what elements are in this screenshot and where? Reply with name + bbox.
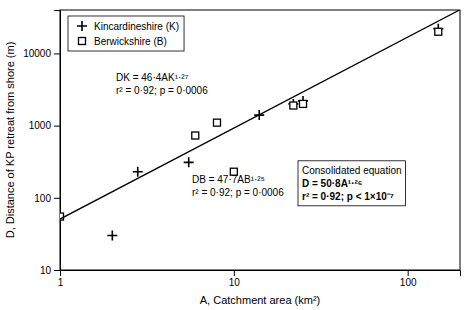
- annotation-text: D = 50·8A¹·²⁶: [302, 178, 362, 189]
- tick-label: 10: [40, 265, 52, 276]
- annotation: DK = 46·4AK¹·²⁷ r² = 0·92; p = 0·0006: [116, 72, 208, 96]
- annotation-box: [298, 161, 406, 206]
- legend-symbol: [79, 38, 86, 45]
- legend-item: Kincardineshire (K): [77, 21, 179, 32]
- tick-mark: [54, 198, 60, 199]
- annotation-text: r² = 0·92; p < 1×10⁻⁷: [302, 191, 394, 202]
- legend-frame: [68, 16, 184, 51]
- tick: 10: [40, 265, 60, 276]
- tick-label: 100: [400, 277, 417, 288]
- annotation-text: r² = 0·92; p = 0·0006: [116, 85, 208, 96]
- y-axis: 10 100 1000 10000: [23, 11, 60, 276]
- legend-label: Kincardineshire (K): [94, 21, 179, 32]
- tick: 1: [58, 270, 64, 288]
- annotation-text: r² = 0·92; p = 0·0006: [192, 187, 284, 198]
- y-axis-title: D, Distance of KP retreat from shore (m): [4, 42, 16, 239]
- plot-frame: [60, 10, 460, 270]
- point: [184, 157, 194, 167]
- tick-mark: [408, 270, 409, 276]
- point: [133, 167, 143, 177]
- annotation: Consolidated equation D = 50·8A¹·²⁶ r² = 0…: [298, 161, 406, 206]
- legend-label: Berwickshire (B): [94, 36, 167, 47]
- tick-label: 10000: [23, 48, 51, 59]
- tick: 10000: [23, 48, 60, 59]
- tick: 10: [229, 270, 241, 288]
- tick-label: 10: [229, 277, 241, 288]
- point: [300, 100, 307, 107]
- tick-mark: [54, 126, 60, 127]
- tick-label: 1000: [29, 120, 52, 131]
- annotation-text: Consolidated equation: [302, 165, 402, 176]
- x-axis: 1 10 100: [58, 270, 461, 288]
- annotation-text: DB = 47·7AB¹·²⁵: [192, 174, 265, 185]
- axis-line: [54, 11, 61, 271]
- tick-label: 100: [34, 193, 51, 204]
- legend-item: Berwickshire (B): [79, 36, 167, 47]
- data-marks: [60, 10, 460, 241]
- point: [107, 231, 117, 241]
- point: [435, 28, 442, 35]
- fit-line: [60, 10, 460, 219]
- tick-label: 1: [58, 277, 64, 288]
- point: [213, 119, 220, 126]
- point: [192, 132, 199, 139]
- tick-mark: [54, 270, 60, 271]
- chart: 1 10 100 10 100 1000 10000 Kincardineshire (K) B…: [0, 0, 474, 310]
- legend-symbol: [77, 21, 87, 31]
- annotation-text: DK = 46·4AK¹·²⁷: [116, 72, 189, 83]
- tick: 100: [34, 193, 60, 204]
- axis-line: [61, 271, 461, 277]
- x-axis-title: A, Catchment area (km²): [200, 294, 320, 306]
- point: [288, 99, 298, 109]
- tick-mark: [234, 270, 235, 276]
- tick-mark: [54, 53, 60, 54]
- plot-area: 1 10 100 10 100 1000 10000 Kincardineshire (K) B…: [23, 10, 460, 288]
- tick: 1000: [29, 120, 60, 131]
- legend: Kincardineshire (K) Berwickshire (B): [68, 16, 184, 51]
- annotation: DB = 47·7AB¹·²⁵ r² = 0·92; p = 0·0006: [192, 174, 284, 198]
- point: [290, 102, 297, 109]
- tick: 100: [400, 270, 417, 288]
